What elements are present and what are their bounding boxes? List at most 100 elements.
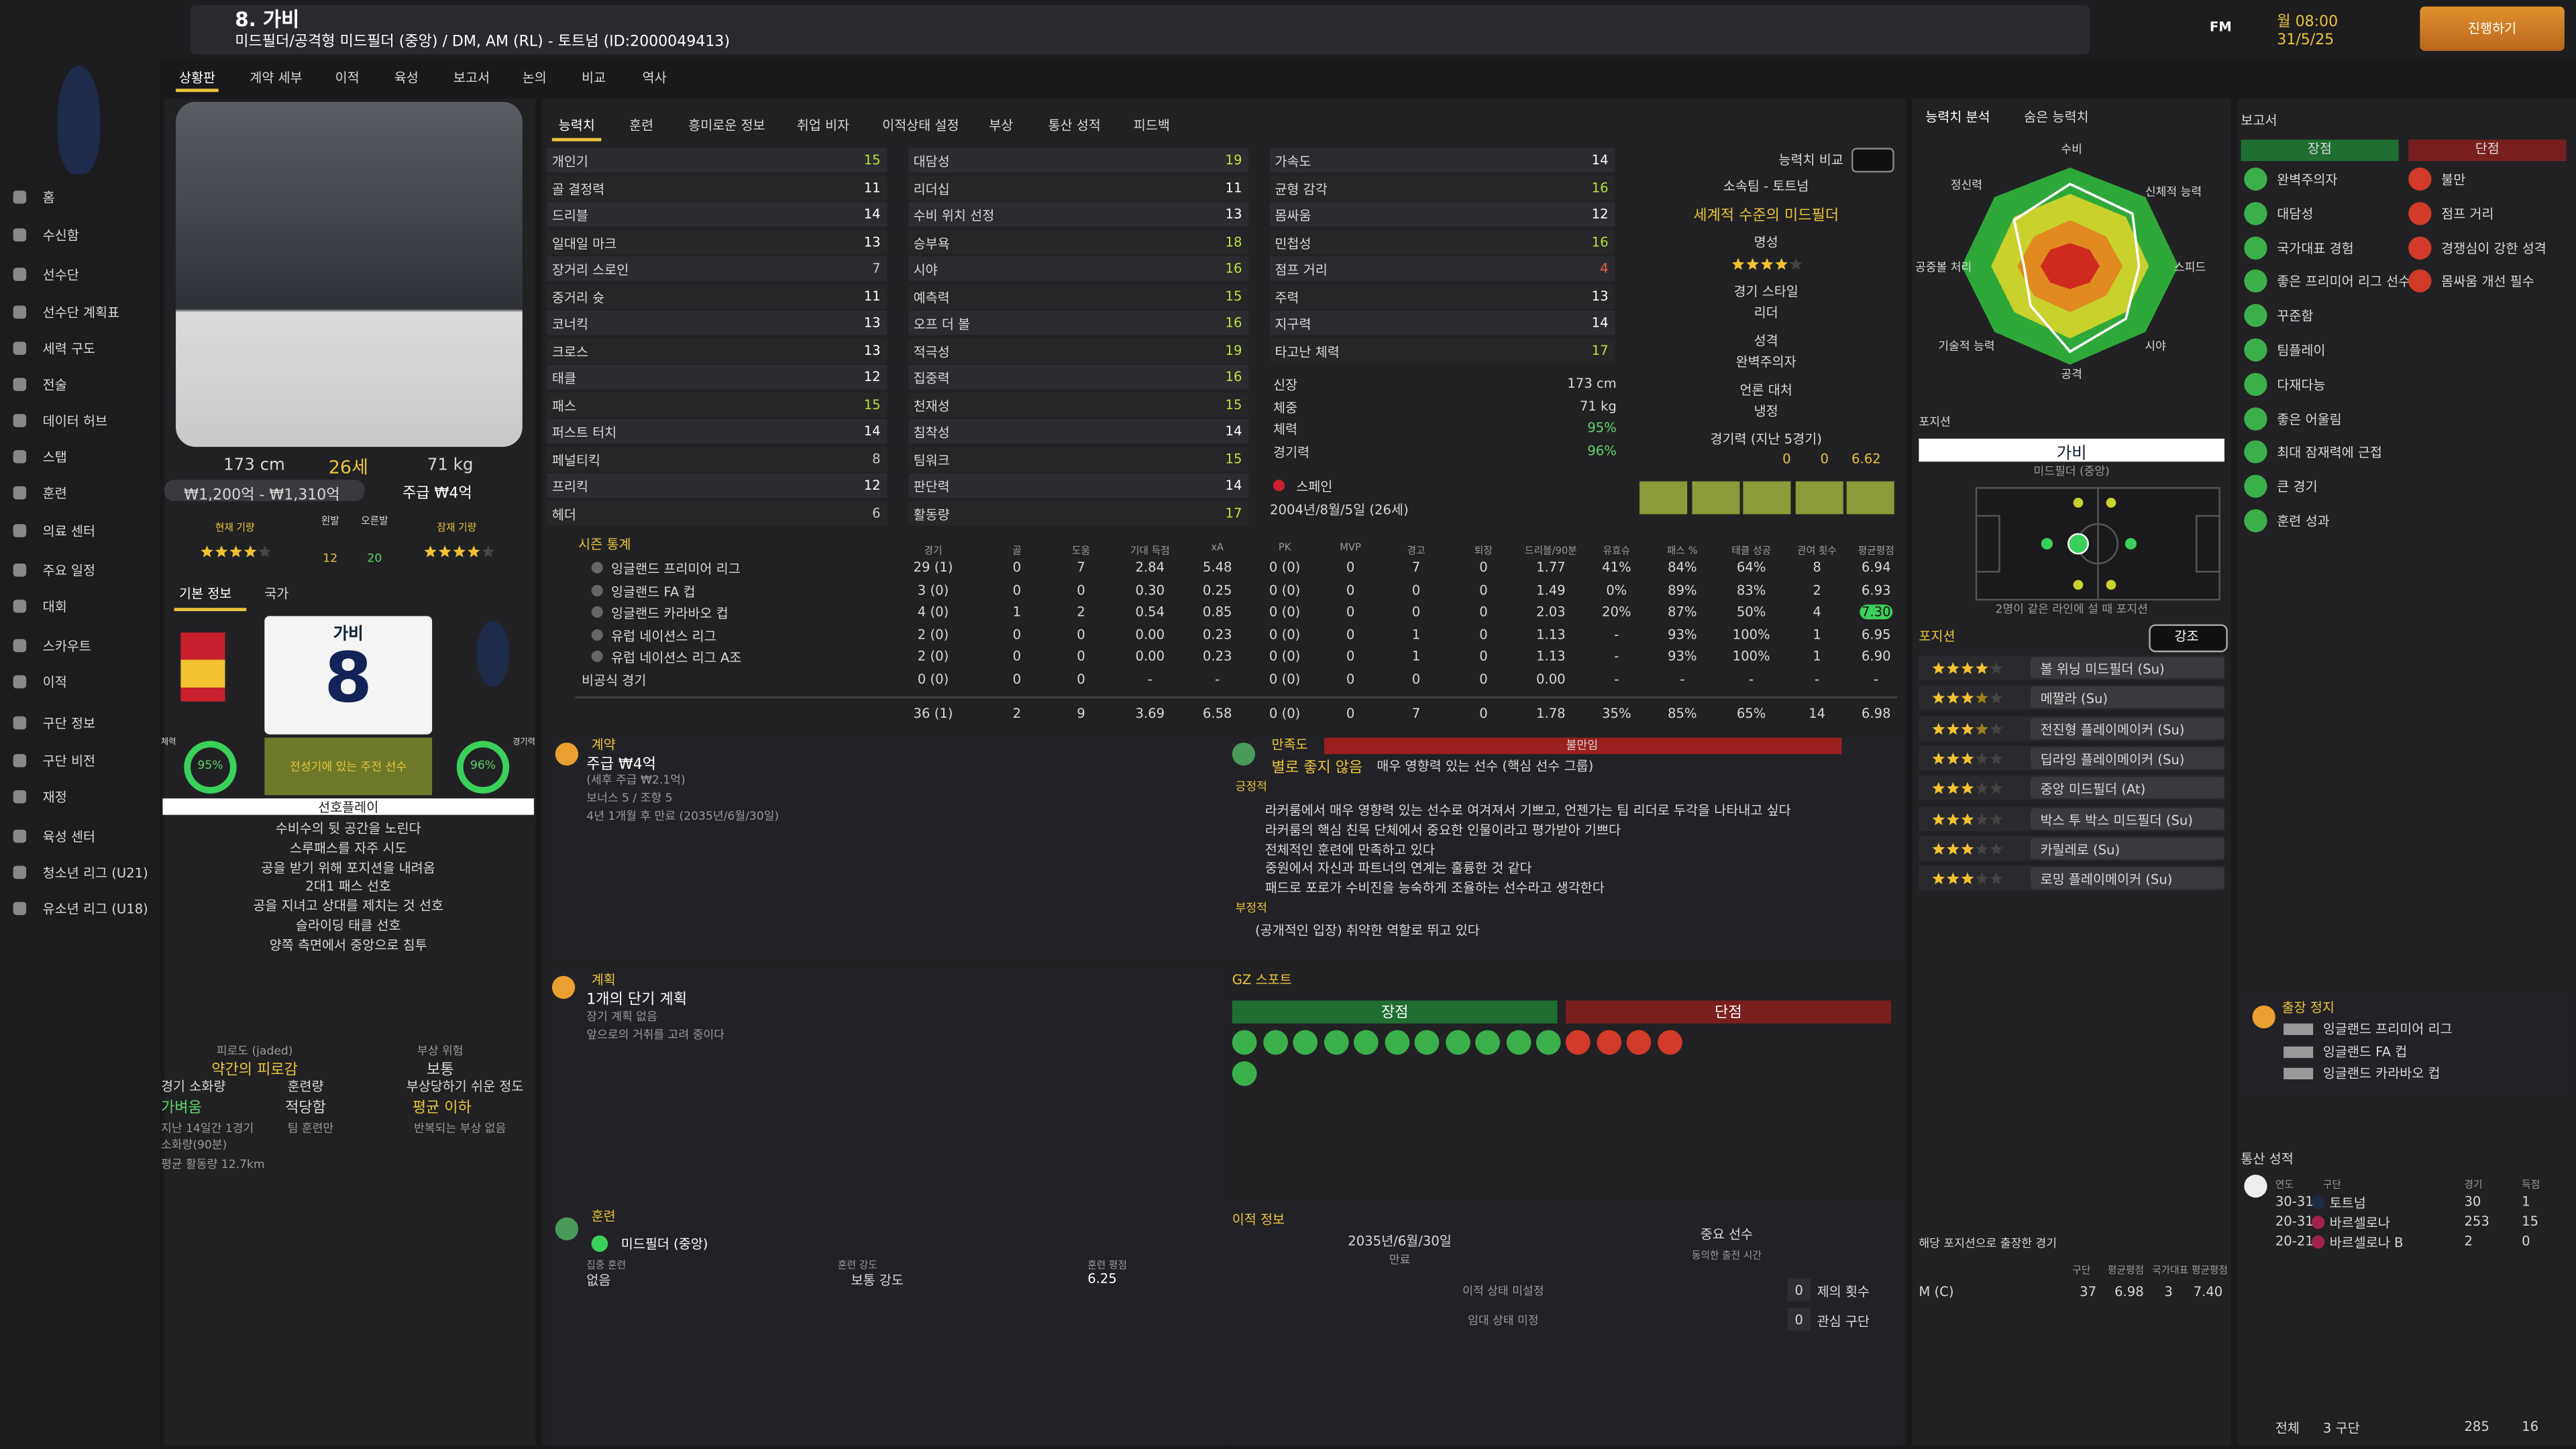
comp-icon (591, 584, 603, 596)
attr-value: 16 (1225, 261, 1242, 276)
attr-value: 14 (1225, 423, 1242, 439)
stats-cell: 0 (1411, 671, 1421, 686)
expiry: 4년 1개월 후 만료 (2035년/6월/30일) (586, 810, 780, 823)
menu-item: 선수단 (42, 268, 79, 283)
stats-cell: 0 (1012, 582, 1022, 598)
star-rating (1932, 842, 2003, 855)
stats-cell: 1 (1411, 649, 1421, 664)
training-load: 적당함 (285, 1100, 326, 1118)
career-cell: 30 (2464, 1194, 2481, 1210)
stats-cell: 0 (1479, 649, 1488, 664)
attr-row (908, 229, 1249, 254)
stats-total: 85% (1667, 706, 1697, 722)
contract-icon (555, 742, 579, 766)
tab: 육성 (394, 70, 419, 86)
attr-name: 시야 (913, 262, 938, 278)
transfer-title: 이적 정보 (1232, 1212, 1285, 1228)
form-assists: 0 (1820, 451, 1829, 467)
load-label: 경기 소화량 (161, 1079, 226, 1095)
attr-row (1270, 256, 1615, 281)
stats-cell: 0.00 (1536, 671, 1566, 686)
attr-row (547, 310, 888, 335)
pro-icon (2244, 509, 2267, 533)
stats-title: 시즌 통계 (578, 537, 631, 552)
condition: 95% (197, 759, 223, 773)
attr-name: 민첩성 (1275, 235, 1311, 251)
attr-value: 15 (863, 396, 881, 412)
pref: 양쪽 측면에서 중앙으로 침투 (269, 937, 427, 953)
attr-row (547, 364, 888, 390)
stats-cell: 0 (1012, 560, 1022, 576)
attr-value: 15 (1225, 288, 1242, 303)
attr-value: 15 (1225, 396, 1242, 412)
menu-icon (13, 486, 27, 500)
report-pro: 팀플레이 (2277, 343, 2326, 358)
stats-cell: 1 (1813, 649, 1821, 664)
stats-cell: 0 (1479, 627, 1488, 642)
attr-row (908, 392, 1249, 417)
attr-value: 12 (863, 478, 881, 493)
bio-value: 96% (1587, 443, 1617, 458)
scout-pro-icon (1263, 1030, 1287, 1055)
shirt-name: 가비 (333, 626, 364, 645)
rep-label: 명성 (1754, 235, 1778, 250)
offers-label: 제의 횟수 (1817, 1285, 1870, 1300)
menu-icon (13, 902, 27, 916)
report-pro: 훈련 성과 (2277, 514, 2330, 529)
attr-name: 예측력 (913, 290, 950, 305)
attr-row (547, 283, 888, 309)
search-bar[interactable] (191, 5, 2090, 54)
fm-logo: FM (2209, 19, 2232, 35)
attr-value: 8 (872, 451, 881, 466)
menu-icon (13, 305, 27, 319)
stats-cell: 1.49 (1536, 582, 1566, 598)
attr-name: 대담성 (913, 154, 950, 170)
happiness-state: 불만임 (1566, 739, 1599, 753)
stats-cell: 3 (0) (917, 582, 949, 598)
pitch (1975, 487, 2220, 601)
attr-value: 13 (863, 315, 881, 331)
stats-cell: 5.48 (1202, 560, 1232, 576)
stats-cell: 2 (0) (917, 627, 949, 642)
attr-value: 4 (1600, 261, 1609, 276)
condition-ring (184, 741, 237, 794)
plans-future: 앞으로의 거취를 고려 중이다 (586, 1028, 724, 1042)
role-name: 중앙 미드필더 (At) (2040, 782, 2146, 798)
plans-title: 계획 (591, 972, 616, 987)
report-pro: 국가대표 경험 (2277, 241, 2354, 256)
stats-cell: 0.85 (1202, 604, 1232, 620)
report-pro: 최대 잠재력에 근접 (2277, 445, 2382, 461)
attr-value: 14 (863, 207, 881, 222)
stats-header: 패스 % (1666, 545, 1698, 557)
menu-item: 데이터 허브 (42, 414, 108, 429)
attr-value: 19 (1225, 342, 1242, 358)
prone-label: 부상당하기 쉬운 정도 (406, 1079, 524, 1095)
focus-label: 집중 훈련 (586, 1260, 627, 1272)
pros-label: 장점 (2307, 141, 2332, 156)
pro-icon (2244, 407, 2267, 430)
career-cell: 20-31 (2275, 1214, 2314, 1229)
suspension-title: 출장 정지 (2282, 1000, 2334, 1016)
attr-name: 태클 (551, 371, 576, 386)
stats-cell: 0 (0) (917, 671, 949, 686)
report-pro: 대담성 (2277, 207, 2314, 222)
menu-icon (13, 675, 27, 689)
menu-icon (13, 414, 27, 427)
stats-cell: 0 (1479, 582, 1488, 598)
stats-total: 65% (1736, 706, 1766, 722)
attr-row (547, 500, 888, 525)
apps-pos: M (C) (1919, 1285, 1954, 1300)
stats-cell: 0 (1346, 649, 1355, 664)
stats-cell: - (1614, 649, 1619, 664)
career-title: 통산 성적 (2241, 1151, 2294, 1167)
pro-icon (2244, 235, 2267, 259)
scout-cons-bar (1565, 1000, 1891, 1024)
contract-title: 계약 (591, 737, 616, 753)
continue-button[interactable] (2420, 6, 2565, 51)
stats-cell: 4 (0) (917, 604, 949, 620)
status: 전성기에 있는 주전 선수 (290, 760, 407, 774)
game-date: 31/5/25 (2277, 32, 2334, 50)
club-badge (2311, 1195, 2325, 1210)
stats-total: 2 (1012, 706, 1022, 722)
stats-cell: - (1147, 671, 1152, 686)
